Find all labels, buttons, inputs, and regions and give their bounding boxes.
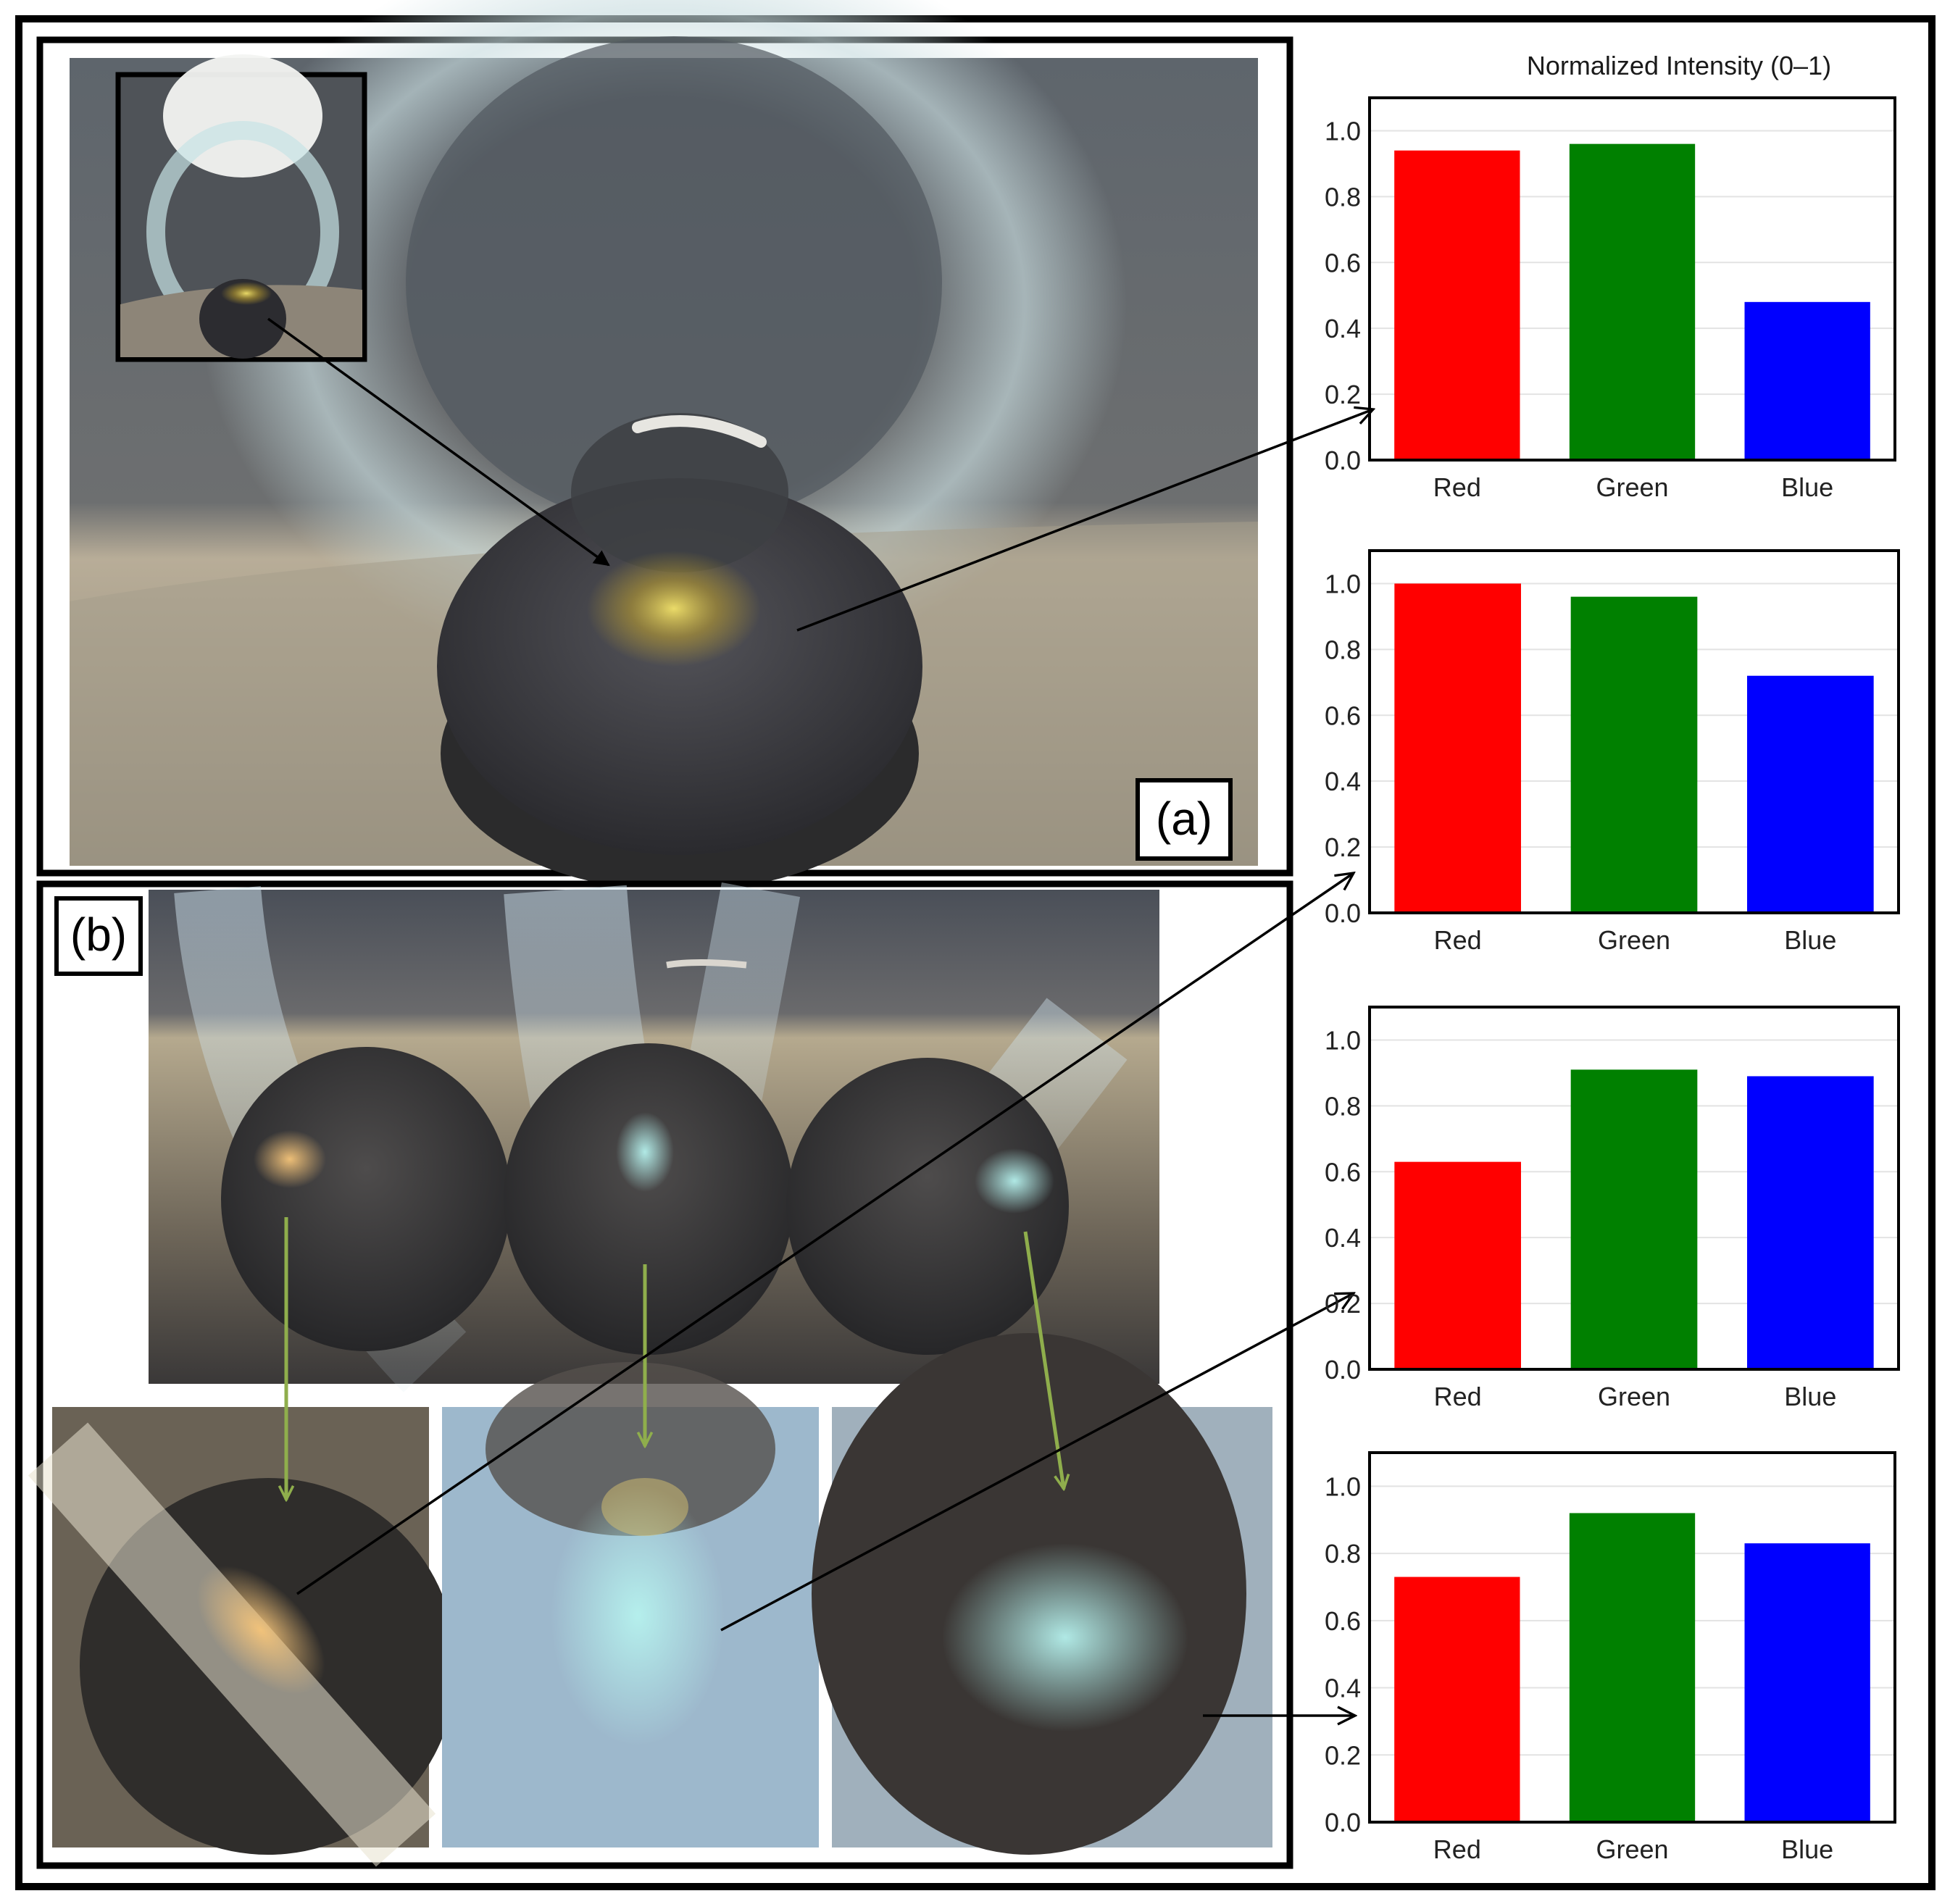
y-tick-label: 0.8 <box>1325 635 1361 664</box>
y-tick-label: 0.4 <box>1325 314 1361 343</box>
plot-frame <box>1368 1006 1900 1371</box>
bar-red <box>1394 150 1520 460</box>
y-tick-label: 1.0 <box>1325 116 1361 146</box>
x-tick-label: Blue <box>1784 925 1836 955</box>
y-tick-label: 0.4 <box>1325 767 1361 796</box>
x-tick-label: Green <box>1596 472 1668 502</box>
bar-chart-3: 0.0 0.2 0.4 0.6 0.8 1.0 Red Green Blue <box>1325 1006 1900 1411</box>
y-tick-label: 0.4 <box>1325 1674 1361 1703</box>
zoom-crop-middle <box>442 1362 819 1847</box>
y-tick-label: 0.2 <box>1325 1740 1361 1770</box>
panel-a-photo <box>70 0 1258 891</box>
plot-frame <box>1368 96 1896 462</box>
y-tick-label: 0.2 <box>1325 832 1361 862</box>
bar-green <box>1570 596 1698 913</box>
bar-blue <box>1747 675 1874 913</box>
y-tick-label: 1.0 <box>1325 1471 1361 1501</box>
bar-chart-4: 0.0 0.2 0.4 0.6 0.8 1.0 Red Green Blue <box>1325 1451 1896 1864</box>
connector-arrow-1 <box>796 409 1373 632</box>
panel-b: (b) <box>28 880 1293 1869</box>
bar-chart-1: 0.0 0.2 0.4 0.6 0.8 1.0 Red Green Blue <box>1325 96 1896 502</box>
green-pointer-arrow-3 <box>1023 1231 1064 1489</box>
panel-b-label: (b) <box>70 909 127 961</box>
y-tick-label: 0.0 <box>1325 1355 1361 1385</box>
connector-arrow-2 <box>296 873 1354 1595</box>
y-tick-label: 0.2 <box>1325 380 1361 409</box>
panel-b-photo <box>149 882 1159 1392</box>
zoom-crop-left <box>28 1407 457 1867</box>
y-tick-label: 0.0 <box>1325 1808 1361 1837</box>
bar-green <box>1570 1069 1698 1369</box>
bar-blue <box>1747 1076 1874 1369</box>
y-tick-label: 1.0 <box>1325 569 1361 598</box>
panel-a-inset-photo <box>115 54 367 362</box>
x-tick-label: Green <box>1598 1382 1670 1411</box>
inset-pointer-arrow <box>267 317 610 567</box>
plot-frame <box>1368 549 1900 914</box>
x-tick-label: Green <box>1596 1834 1668 1864</box>
bar-blue <box>1744 1543 1870 1822</box>
y-tick-label: 0.2 <box>1325 1289 1361 1319</box>
panel-a: (a) <box>36 0 1293 891</box>
plot-frame <box>1368 1451 1896 1824</box>
connector-arrow-3 <box>720 1293 1354 1632</box>
y-tick-label: 0.0 <box>1325 446 1361 475</box>
y-tick-label: 1.0 <box>1325 1025 1361 1055</box>
y-tick-label: 0.8 <box>1325 1091 1361 1121</box>
bar-red <box>1394 1577 1520 1822</box>
panel-a-label: (a) <box>1156 793 1212 845</box>
bar-blue <box>1744 301 1870 460</box>
y-tick-label: 0.0 <box>1325 898 1361 928</box>
x-tick-label: Red <box>1434 925 1482 955</box>
x-tick-label: Red <box>1434 1382 1482 1411</box>
x-tick-label: Red <box>1433 472 1481 502</box>
bar-green <box>1569 1513 1696 1822</box>
x-tick-label: Green <box>1598 925 1670 955</box>
panel-a-label-box: (a) <box>1136 778 1233 861</box>
x-tick-label: Blue <box>1781 1834 1833 1864</box>
bar-red <box>1394 1161 1521 1369</box>
y-tick-label: 0.6 <box>1325 1157 1361 1187</box>
zoom-crop-right <box>812 1333 1272 1855</box>
x-tick-label: Blue <box>1784 1382 1836 1411</box>
panel-b-label-box: (b) <box>54 896 143 976</box>
intensity-chart-title: Normalized Intensity (0–1) <box>1527 51 1831 80</box>
y-tick-label: 0.6 <box>1325 1606 1361 1636</box>
x-tick-label: Blue <box>1781 472 1833 502</box>
bar-chart-2: 0.0 0.2 0.4 0.6 0.8 1.0 Red Green Blue <box>1325 549 1900 955</box>
x-tick-label: Red <box>1433 1834 1481 1864</box>
bar-red <box>1394 583 1521 913</box>
y-tick-label: 0.8 <box>1325 182 1361 212</box>
y-tick-label: 0.8 <box>1325 1539 1361 1569</box>
bar-green <box>1569 143 1696 461</box>
y-tick-label: 0.4 <box>1325 1223 1361 1253</box>
y-tick-label: 0.6 <box>1325 248 1361 277</box>
y-tick-label: 0.6 <box>1325 701 1361 730</box>
